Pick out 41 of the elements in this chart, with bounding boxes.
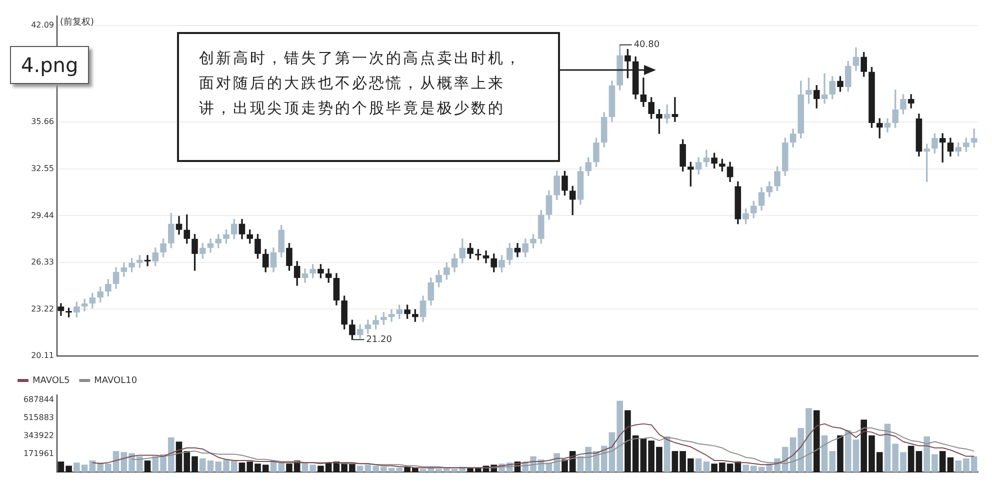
annotation: 21.20 bbox=[366, 334, 392, 345]
bar bbox=[939, 451, 946, 472]
candlestick bbox=[482, 250, 490, 264]
y-tick-label: 29.44 bbox=[31, 210, 54, 220]
candlestick bbox=[388, 309, 395, 322]
y-tick-label: 32.55 bbox=[31, 164, 54, 173]
candlestick bbox=[970, 128, 978, 148]
legend-label: MAVOL10 bbox=[94, 376, 138, 386]
chart-subtitle: (前复权) bbox=[60, 16, 94, 28]
bar bbox=[420, 468, 426, 472]
candlestick bbox=[672, 97, 678, 122]
bar bbox=[916, 451, 922, 472]
candlestick bbox=[144, 255, 151, 266]
bar bbox=[908, 446, 914, 472]
y-tick-label: 343922 bbox=[23, 431, 54, 440]
bar bbox=[356, 466, 364, 472]
candlestick bbox=[664, 104, 670, 124]
y-tick-label: 171961 bbox=[23, 449, 54, 458]
bar bbox=[144, 460, 151, 472]
bar bbox=[813, 410, 820, 472]
legend-label: MAVOL5 bbox=[32, 376, 70, 386]
bar bbox=[703, 462, 710, 472]
y-tick-label: 26.33 bbox=[31, 258, 54, 267]
annotation: 40.80 bbox=[634, 40, 660, 50]
y-tick-label: 515883 bbox=[23, 413, 54, 422]
bar bbox=[837, 435, 844, 472]
y-tick-label: 35.66 bbox=[31, 117, 54, 126]
candlestick bbox=[640, 78, 647, 107]
y-tick-label: 687844 bbox=[23, 395, 54, 404]
y-tick-label: 42.09 bbox=[31, 20, 54, 30]
candlestick bbox=[81, 298, 88, 312]
y-tick-label: 23.22 bbox=[31, 304, 54, 314]
bar bbox=[947, 457, 954, 472]
annotation: 4.png bbox=[10, 46, 90, 84]
text-box: 创新高时，错失了第一次的高点卖出时机，面对随后的大跌也不必恐慌，从概率上来讲，出现尖顶走势的个股毕竟是极少数的 bbox=[177, 32, 560, 162]
candlestick bbox=[821, 73, 828, 104]
bar bbox=[664, 436, 670, 472]
bar bbox=[695, 458, 702, 472]
y-tick-label: 20.11 bbox=[31, 351, 54, 360]
candlestick bbox=[939, 133, 946, 162]
bar bbox=[396, 468, 403, 472]
